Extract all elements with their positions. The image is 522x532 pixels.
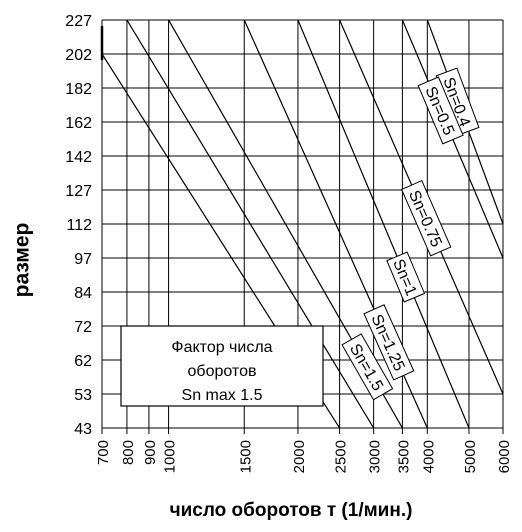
y-tick-label: 112 xyxy=(66,217,92,234)
series-line xyxy=(297,20,470,428)
annotation-line-1: Фактор числа xyxy=(171,339,272,356)
series-label-box xyxy=(417,76,464,145)
y-tick-label: 127 xyxy=(65,183,92,200)
x-tick-label: 3500 xyxy=(395,440,412,473)
y-tick-label: 202 xyxy=(65,47,92,64)
series-label-box xyxy=(363,304,415,381)
y-axis-label: размер xyxy=(2,180,42,340)
x-tick-label: 1000 xyxy=(162,440,179,473)
annotation-line-3: Sn max 1.5 xyxy=(182,387,263,404)
x-axis-label: число оборотов т (1/мин.) xyxy=(169,500,413,521)
series-label-box xyxy=(400,179,452,257)
x-tick-label: 900 xyxy=(142,440,159,465)
x-tick-label: 2500 xyxy=(333,440,350,473)
x-tick-label: 5000 xyxy=(462,440,479,473)
series-label-box xyxy=(386,251,426,303)
factor-line xyxy=(126,20,375,428)
y-tick-label: 62 xyxy=(74,353,92,370)
x-tick-label: 800 xyxy=(120,440,137,465)
y-tick-label: 162 xyxy=(65,115,92,132)
series-label-box xyxy=(341,333,394,401)
y-tick-label: 97 xyxy=(74,251,92,268)
y-tick-labels: 43 53 62 72 84 97 112 127 142 162 182 202 227 xyxy=(65,13,92,438)
y-tick-label: 182 xyxy=(65,81,92,98)
series-label: Sn=0.75 xyxy=(400,179,452,257)
annotation-line-2: оборотов xyxy=(188,363,257,380)
x-tick-label: 6000 xyxy=(496,440,513,473)
y-tick-label: 84 xyxy=(74,285,92,302)
y-axis-label-text: размер xyxy=(10,222,34,298)
annotation-frame xyxy=(120,325,324,407)
x-tick-label: 700 xyxy=(95,440,112,465)
x-tick-label: 2000 xyxy=(291,440,308,473)
annotation-box: Фактор числа оборотов Sn max 1.5 xyxy=(120,325,324,407)
series-label: Sn=1 xyxy=(386,251,426,303)
y-tick-label: 43 xyxy=(74,421,92,438)
y-tick-label: 227 xyxy=(65,13,92,30)
y-tick-label: 53 xyxy=(74,387,92,404)
y-tick-label: 72 xyxy=(74,319,92,336)
x-tick-label: 3000 xyxy=(367,440,384,473)
x-tick-labels: 700 800 900 1000 1500 2000 2500 3000 3500 4000 500… xyxy=(95,440,513,473)
x-tick-label: 1500 xyxy=(237,440,254,473)
x-tick-label: 4000 xyxy=(420,440,437,473)
y-tick-label: 142 xyxy=(65,149,92,166)
